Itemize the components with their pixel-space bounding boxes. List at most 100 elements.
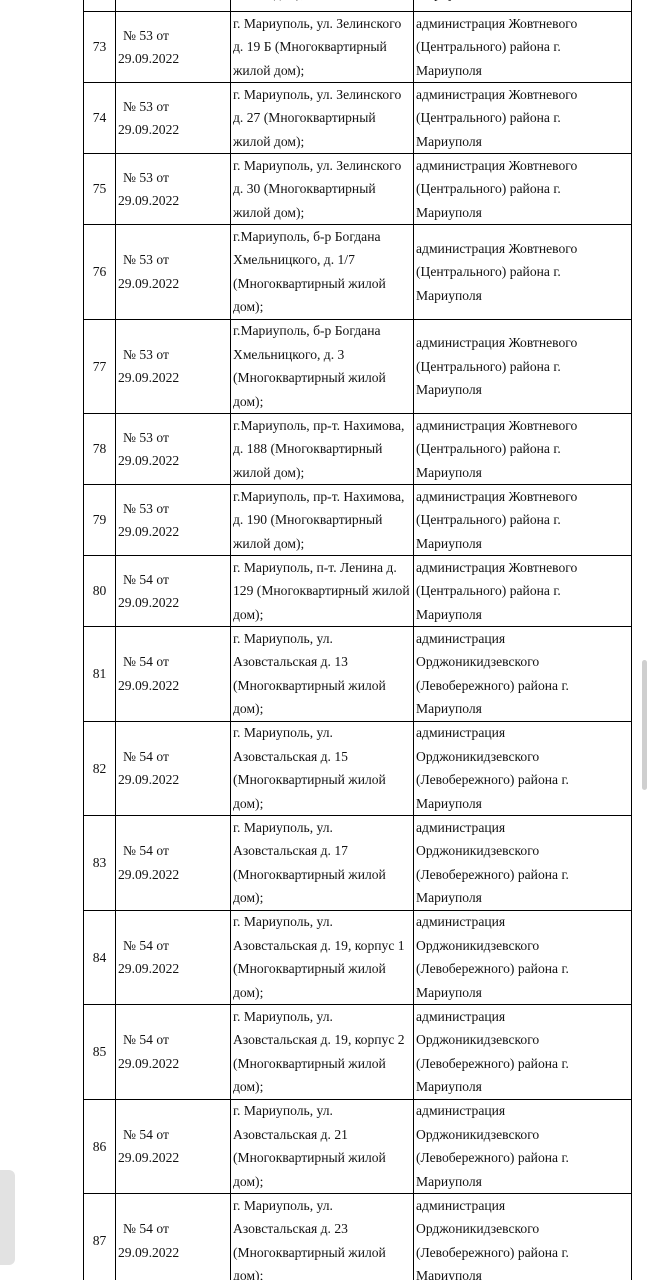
- table-cell: 74: [83, 83, 115, 153]
- text-line: № 53 от: [123, 169, 169, 185]
- text-line: дом);: [233, 701, 264, 717]
- text-line: 29.09.2022: [118, 122, 180, 137]
- table-cell: г.Мариуполь, пр-т. Нахимова, д. 188 (Мног…: [230, 414, 413, 484]
- table-cell: № 54 от 29.09.2022: [115, 1194, 230, 1280]
- table-cell: г. Мариуполь, ул. Зелинского д. 27 (Много…: [230, 83, 413, 153]
- text-line: дом);: [233, 1173, 264, 1189]
- text-line: (Левобережного) района г.: [416, 1150, 569, 1166]
- table-cell: 83: [83, 816, 115, 910]
- table-cell: 79: [83, 485, 115, 555]
- table-cell: администрация Жовтневого (Центрального) р…: [413, 414, 632, 484]
- row-number: 76: [92, 264, 107, 279]
- table-cell: г. Мариуполь, ул. Азовстальская д. 17 (Мно…: [230, 816, 413, 910]
- text-line: 29.09.2022: [118, 1150, 180, 1166]
- table-cell: администрация Жовтневого (Центрального) р…: [413, 319, 632, 413]
- row-number: 82: [92, 760, 107, 776]
- table-cell: администрация Орджоникидзевского (Левобере…: [413, 627, 632, 721]
- text-line: администрация: [416, 725, 506, 741]
- text-line: (Многоквартирный жилой: [233, 772, 386, 788]
- text-line: Азовстальская д. 17: [233, 843, 348, 859]
- text-line: (Многоквартирный жилой: [233, 961, 386, 977]
- text-line: Мариуполя: [416, 204, 482, 220]
- table-cell: администрация Орджоникидзевского (Левобере…: [413, 910, 632, 1004]
- text-line: Орджоникидзевского: [416, 1221, 540, 1237]
- table-cell: № 54 от 29.09.2022: [115, 1099, 230, 1193]
- table-cell: 80: [83, 556, 115, 626]
- table-cell: № 54 от 29.09.2022: [115, 556, 230, 626]
- text-line: (Левобережного) района г.: [416, 772, 569, 788]
- table-cell: администрация Жовтневого (Центрального) р…: [413, 12, 632, 82]
- table-cell: администрация Жовтневого (Центрального) р…: [413, 154, 632, 224]
- text-line: Азовстальская д. 19, корпус 1: [233, 937, 405, 953]
- row-number: 84: [92, 949, 107, 965]
- text-line: администрация Жовтневого: [416, 86, 578, 102]
- text-line: № 54 от: [123, 748, 169, 764]
- table-cell: администрация Жовтневого (Центрального) р…: [413, 225, 632, 319]
- text-line: № 54 от: [123, 843, 169, 859]
- text-line: (Левобережного) района г.: [416, 1244, 569, 1260]
- text-line: 129 (Многоквартирный жилой: [233, 583, 410, 599]
- text-line: Мариуполя: [416, 1173, 482, 1189]
- text-line: администрация: [416, 630, 506, 646]
- text-line: г. Мариуполь, ул.: [233, 725, 333, 741]
- table-cell: администрация Орджоникидзевского (Левобере…: [413, 1005, 632, 1099]
- text-line: дом);: [233, 890, 264, 906]
- text-line: д. 188 (Многоквартирный: [233, 441, 383, 457]
- text-line: Мариуполя: [416, 795, 482, 811]
- table-cell: № 53 от 29.09.2022: [115, 12, 230, 82]
- text-line: 29.09.2022: [118, 772, 180, 788]
- table-cell: 73: [83, 12, 115, 82]
- text-line: Мариуполя: [416, 133, 482, 149]
- row-number: 86: [92, 1138, 107, 1154]
- table-cell: г. Мариуполь, ул. Азовстальская д. 15 (Мно…: [230, 721, 413, 815]
- text-line: Азовстальская д. 23: [233, 1221, 348, 1237]
- text-line: (Левобережного) района г.: [416, 866, 569, 882]
- text-line: (Центрального) района г.: [416, 358, 561, 374]
- table-cell: 87: [83, 1194, 115, 1280]
- table-cell: 86: [83, 1099, 115, 1193]
- text-line: № 53 от: [123, 429, 169, 445]
- text-line: администрация Жовтневого: [416, 559, 578, 575]
- table-cell: администрация Жовтневого (Центрального) р…: [413, 83, 632, 153]
- text-line: 29.09.2022: [118, 961, 180, 977]
- table-row: 81 № 54 от 29.09.2022 г. Мариуполь, ул. Азов…: [83, 627, 632, 722]
- table-cell: 85: [83, 1005, 115, 1099]
- text-line: 29.09.2022: [118, 524, 180, 539]
- text-line: администрация: [416, 914, 506, 930]
- scrollbar[interactable]: [642, 660, 647, 790]
- text-line: № 54 от: [123, 571, 169, 587]
- text-line: Орджоникидзевского: [416, 843, 540, 859]
- table-cell: № 54 от 29.09.2022: [115, 1005, 230, 1099]
- row-number: 78: [92, 441, 107, 457]
- table-cell: 77: [83, 319, 115, 413]
- text-line: администрация Жовтневого: [416, 488, 578, 504]
- table-row: 80 № 54 от 29.09.2022 г. Мариуполь, п-т. Ле…: [83, 556, 632, 627]
- text-line: г.Мариуполь, пр-т. Нахимова,: [233, 417, 405, 433]
- text-line: Мариуполя: [416, 464, 482, 480]
- side-handle[interactable]: [0, 1170, 15, 1265]
- row-number: 74: [92, 110, 107, 126]
- table-cell: 75: [83, 154, 115, 224]
- text-line: Мариуполя: [416, 701, 482, 717]
- table-cell: Мариуполя: [413, 0, 632, 11]
- text-line: г.Мариуполь, б-р Богдана: [233, 323, 381, 339]
- text-line: № 54 от: [123, 1126, 169, 1142]
- text-line: Мариуполя: [416, 890, 482, 906]
- text-line: № 54 от: [123, 1032, 169, 1048]
- text-line: Азовстальская д. 13: [233, 654, 348, 670]
- text-line: (Многоквартирный жилой: [233, 1150, 386, 1166]
- text-line: Мариуполя: [416, 1268, 482, 1280]
- row-number: 87: [92, 1233, 107, 1248]
- text-line: Азовстальская д. 21: [233, 1126, 348, 1142]
- text-line: Мариуполя: [416, 606, 482, 622]
- text-line: г. Мариуполь, п-т. Ленина д.: [233, 559, 397, 575]
- text-line: администрация Жовтневого: [416, 240, 578, 256]
- row-number: 85: [92, 1044, 107, 1059]
- table-cell: № 54 от 29.09.2022: [115, 816, 230, 910]
- text-line: администрация Жовтневого: [416, 15, 578, 31]
- text-line: администрация: [416, 1103, 506, 1119]
- table-cell: администрация Орджоникидзевского (Левобере…: [413, 721, 632, 815]
- table-row: 78 № 53 от 29.09.2022 г.Мариуполь, пр-т. На…: [83, 414, 632, 485]
- text-line: г.Мариуполь, пр-т. Нахимова,: [233, 488, 405, 504]
